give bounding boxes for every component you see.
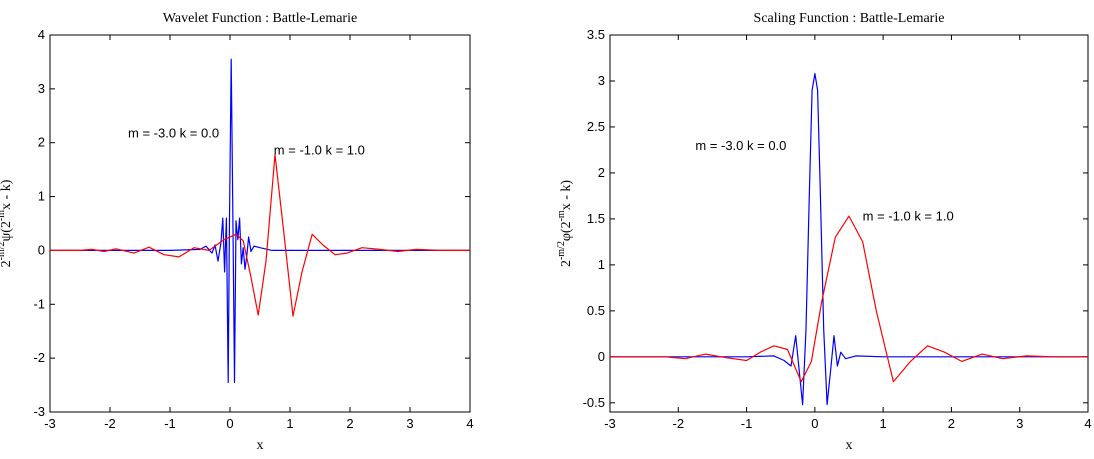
y-tick-label: -1 <box>33 296 45 311</box>
chart-title: Wavelet Function : Battle-Lemarie <box>163 11 357 26</box>
wavelet-chart: -3 -2 -1 0 1 2 3 4 -3 -2 -1 0 1 2 3 4 Wavelet Function :… <box>0 11 474 453</box>
series-line-1 <box>50 58 470 383</box>
x-tick-label: 3 <box>1016 416 1023 431</box>
y-axis-label-mid: φ(2 <box>559 221 574 241</box>
x-tick-label: 0 <box>226 416 233 431</box>
plot-frame <box>49 34 471 413</box>
series-annotation: m = -3.0 k = 0.0 <box>695 138 786 153</box>
y-tick-label: -0.5 <box>583 395 605 410</box>
chart-title: Scaling Function : Battle-Lemarie <box>754 11 945 26</box>
series-line-1 <box>610 72 1088 406</box>
series-annotation: m = -3.0 k = 0.0 <box>128 125 219 140</box>
y-tick-label: -3 <box>33 404 45 419</box>
y-axis-label-sup2: -m <box>556 210 567 221</box>
y-tick-label: 3 <box>598 73 605 88</box>
y-axis-label-prefix: 2 <box>0 260 14 267</box>
series-annotation: m = -1.0 k = 1.0 <box>274 143 365 158</box>
series-line-2 <box>50 154 470 317</box>
y-tick-label: 0.5 <box>587 303 605 318</box>
scaling-chart: -3 -2 -1 0 1 2 3 4 -0.5 0 0.5 1 1.5 2 2.5 3 3.5 Scaling F… <box>556 11 1092 453</box>
x-tick-label: -1 <box>164 416 176 431</box>
y-axis-label-sup2: -m <box>0 210 7 221</box>
x-tick-label: -2 <box>673 416 685 431</box>
y-axis-label: 2-m/2φ(2-mx - k) <box>556 180 574 267</box>
x-tick-label: -3 <box>44 416 56 431</box>
y-axis-label-suffix: x - k) <box>559 180 574 211</box>
y-axis-label: 2-m/2ψ(2-mx - k) <box>0 179 14 267</box>
y-tick-label: 2.5 <box>587 119 605 134</box>
plot-frame <box>609 34 1089 413</box>
x-axis-label: x <box>257 438 264 453</box>
x-axis-label: x <box>846 438 853 453</box>
y-tick-label: 2 <box>38 135 45 150</box>
x-tick-label: 0 <box>811 416 818 431</box>
x-tick-label: 2 <box>346 416 353 431</box>
y-tick-label: 3 <box>38 81 45 96</box>
y-axis-label-sup1: -m/2 <box>556 241 567 260</box>
x-tick-label: 3 <box>406 416 413 431</box>
x-tick-label: 1 <box>286 416 293 431</box>
x-tick-label: -3 <box>604 416 616 431</box>
y-tick-label: 1 <box>598 257 605 272</box>
x-tick-label: 4 <box>466 416 473 431</box>
y-tick-label: 0 <box>38 242 45 257</box>
series-annotation: m = -1.0 k = 1.0 <box>863 209 954 224</box>
y-tick-label: 0 <box>598 349 605 364</box>
y-tick-label: 3.5 <box>587 27 605 42</box>
y-axis-label-mid: ψ(2 <box>0 221 14 241</box>
x-tick-label: 1 <box>880 416 887 431</box>
series-line-2 <box>610 215 1088 383</box>
y-axis-label-prefix: 2 <box>559 260 574 267</box>
y-tick-label: 1.5 <box>587 211 605 226</box>
y-axis-label-sup1: -m/2 <box>0 241 7 260</box>
y-tick-label: 2 <box>598 165 605 180</box>
y-tick-label: 1 <box>38 189 45 204</box>
x-tick-label: -2 <box>104 416 116 431</box>
y-axis-label-suffix: x - k) <box>0 179 14 210</box>
y-tick-label: 4 <box>38 27 45 42</box>
x-tick-label: -1 <box>741 416 753 431</box>
x-tick-label: 2 <box>948 416 955 431</box>
x-tick-label: 4 <box>1084 416 1091 431</box>
y-tick-label: -2 <box>33 350 45 365</box>
